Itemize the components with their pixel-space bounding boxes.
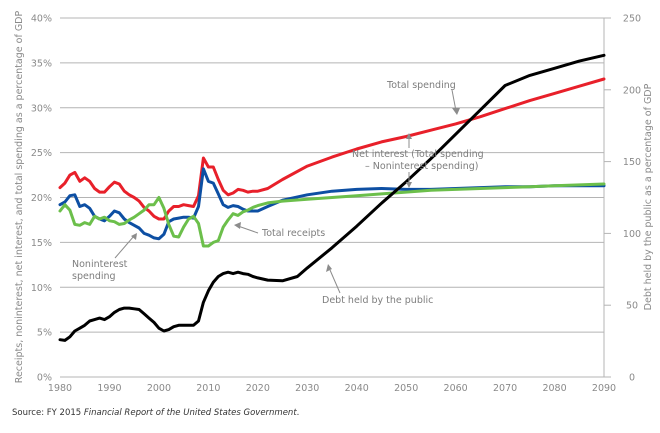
x-tick-label: 2070 [493,383,517,394]
y-axis-right: 0 50 100 150 200 250 [603,14,641,384]
x-tick-label: 2030 [295,383,319,394]
x-tick-label: 2010 [196,383,220,394]
y-axis-title-right: Debt held by the public as a percentage … [643,83,654,310]
series-debt-held-by-the-public-line [58,53,606,342]
series-total-spending-line [58,77,606,221]
x-tick-label: 2050 [394,383,418,394]
source-prefix: Source: FY 2015 [12,408,84,418]
annotation-noninterest-line1: Noninterest [72,259,128,270]
series-total-receipts-line [58,182,606,248]
arrowhead-net-interest-down [406,182,412,188]
annotation-net-interest-line1: Net interest (Total spending [352,149,484,160]
annotation-total-spending: Total spending [386,80,456,91]
arrowhead-net-interest-up [406,133,412,139]
series-lines [58,53,606,342]
source-suffix: . [296,408,300,418]
y-tick-label: 40% [31,14,52,25]
x-tick-label: 1990 [97,383,121,394]
arrowhead-debt [326,264,332,272]
annotation-debt: Debt held by the public [322,295,433,306]
arrow-noninterest [114,235,135,259]
y-tick-label: 30% [31,103,52,114]
y2-tick-label: 200 [623,85,641,96]
source-title: Financial Report of the United States Go… [83,408,297,418]
y-axis-title-left: Receipts, noninterest, net interest, and… [14,11,25,384]
y-tick-label: 10% [31,283,52,294]
arrowhead-total-spending [452,108,460,115]
y2-tick-label: 150 [623,157,641,168]
x-tick-label: 2040 [345,383,369,394]
arrow-total-receipts [237,225,259,234]
series-noninterest-spending-line [58,167,606,241]
y-tick-label: 25% [31,148,52,159]
annotation-total-receipts: Total receipts [261,228,325,239]
y-tick-label: 15% [31,238,52,249]
y2-tick-label: 250 [623,14,641,25]
arrowhead-total-receipts [234,222,241,229]
arrowhead-noninterest [131,233,137,240]
arrow-total-spending [451,89,457,112]
annotation-noninterest-line2: spending [72,271,116,282]
y-tick-label: 20% [31,193,52,204]
y2-tick-label: 100 [623,229,641,240]
y-tick-label: 5% [37,328,52,339]
y-tick-label: 0% [37,373,52,384]
x-tick-label: 2060 [444,383,468,394]
annotations: Total spending Net interest (Total spend… [72,80,484,306]
y-tick-label: 35% [31,58,52,69]
x-tick-label: 2090 [592,383,616,394]
x-tick-label: 2080 [542,383,566,394]
annotation-net-interest-line2: – Noninterest spending) [365,161,478,172]
source-note: Source: FY 2015 Financial Report of the … [12,408,299,418]
x-axis: 1980 1990 2000 2010 2020 2030 2040 2050 2060 2070… [48,383,616,394]
y2-tick-label: 50 [626,301,638,312]
x-tick-label: 2020 [246,383,270,394]
arrow-debt [329,269,341,294]
y2-tick-label: 0 [629,373,635,384]
x-tick-label: 2000 [147,383,171,394]
x-tick-label: 1980 [48,383,72,394]
y-axis-left: 0% 5% 10% 15% 20% 25% 30% 35% 40% [31,14,52,384]
